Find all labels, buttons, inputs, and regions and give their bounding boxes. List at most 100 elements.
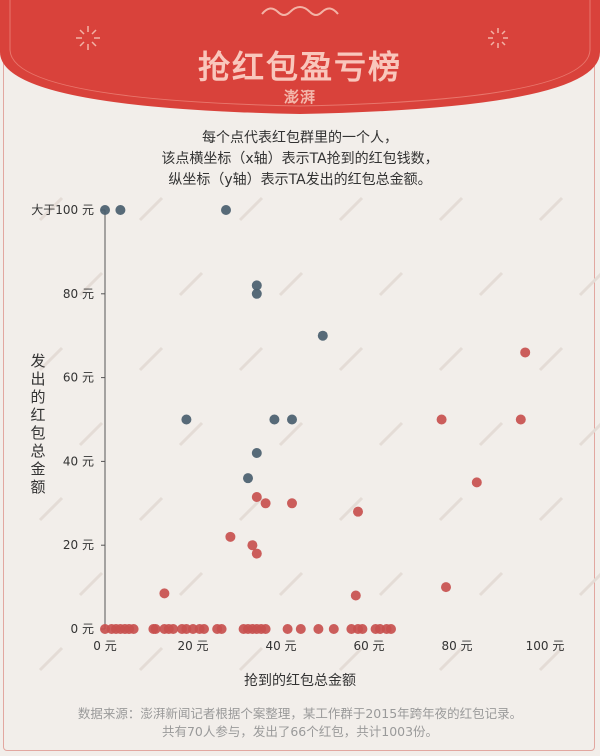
- watermark-layer: [38, 196, 600, 672]
- data-point: [386, 624, 396, 634]
- chart-description: 每个点代表红包群里的一个人， 该点横坐标（x轴）表示TA抢到的红包钱数， 纵坐标…: [0, 128, 600, 191]
- data-point: [520, 347, 531, 358]
- watermark-mark: [238, 346, 264, 372]
- watermark-mark: [538, 496, 564, 522]
- data-point: [515, 414, 526, 425]
- watermark-mark: [338, 646, 364, 672]
- watermark-mark: [338, 346, 364, 372]
- y-tick-label: 20 元: [63, 538, 94, 552]
- data-point: [295, 624, 306, 634]
- source-line-1: 数据来源：澎湃新闻记者根据个案整理，某工作群于2015年跨年夜的红包记录。: [77, 706, 523, 721]
- watermark-mark: [38, 346, 64, 372]
- data-source-note: 数据来源：澎湃新闻记者根据个案整理，某工作群于2015年跨年夜的红包记录。 共有…: [0, 705, 600, 741]
- cloud-ornament-icon: [261, 6, 339, 16]
- watermark-mark: [278, 271, 304, 297]
- y-axis-ticks: 0 元 20 元 40 元 60 元 80 元 大于100 元: [31, 203, 105, 636]
- watermark-mark: [538, 346, 564, 372]
- y-tick-label: 80 元: [63, 287, 94, 301]
- data-point: [313, 624, 324, 634]
- firework-left-icon: [76, 26, 100, 50]
- data-point: [168, 624, 179, 634]
- watermark-mark: [338, 196, 364, 222]
- data-point: [471, 477, 482, 488]
- data-point: [328, 624, 339, 634]
- y-axis-label: 发出的红包总金额: [30, 352, 46, 496]
- data-point: [269, 414, 280, 425]
- watermark-mark: [438, 496, 464, 522]
- watermark-mark: [278, 421, 304, 447]
- watermark-mark: [278, 571, 304, 597]
- watermark-mark: [138, 196, 164, 222]
- x-tick-label: 100 元: [526, 639, 565, 653]
- brand-logo: 澎湃: [283, 88, 316, 106]
- source-line-2: 共有70人参与，发出了66个红包，共计1003份。: [161, 724, 439, 739]
- data-point: [251, 280, 262, 291]
- y-tick-label: 40 元: [63, 454, 94, 468]
- data-point: [357, 624, 368, 634]
- data-point: [251, 288, 262, 299]
- watermark-mark: [478, 421, 504, 447]
- data-point: [199, 624, 209, 634]
- data-point: [317, 330, 328, 341]
- x-tick-label: 40 元: [265, 639, 296, 653]
- page-title: 抢红包盈亏榜: [197, 48, 402, 86]
- x-tick-label: 80 元: [441, 639, 472, 653]
- x-tick-label: 0 元: [93, 639, 116, 653]
- data-point: [251, 492, 262, 503]
- data-point: [251, 448, 262, 459]
- watermark-mark: [238, 646, 264, 672]
- watermark-mark: [38, 496, 64, 522]
- data-point: [115, 205, 126, 215]
- description-line-1: 每个点代表红包群里的一个人，: [202, 130, 398, 146]
- description-line-3: 纵坐标（y轴）表示TA发出的红包总金额。: [168, 172, 432, 188]
- data-point: [251, 548, 262, 559]
- data-point: [221, 205, 231, 215]
- watermark-mark: [38, 646, 64, 672]
- watermark-mark: [378, 571, 404, 597]
- watermark-mark: [178, 271, 204, 297]
- y-tick-label: 60 元: [63, 371, 94, 385]
- data-point: [287, 498, 297, 509]
- data-point: [260, 498, 271, 509]
- watermark-mark: [578, 572, 600, 597]
- y-tick-label: 0 元: [71, 622, 94, 636]
- watermark-mark: [578, 272, 600, 297]
- data-point: [128, 624, 139, 634]
- watermark-mark: [478, 271, 504, 297]
- x-tick-label: 20 元: [177, 639, 208, 653]
- description-line-2: 该点横坐标（x轴）表示TA抢到的红包钱数，: [161, 151, 439, 167]
- watermark-mark: [138, 496, 164, 522]
- y-tick-label: 大于100 元: [31, 203, 94, 217]
- data-point: [247, 540, 258, 551]
- watermark-mark: [438, 646, 464, 672]
- data-point: [353, 506, 363, 517]
- watermark-mark: [378, 421, 404, 447]
- watermark-mark: [378, 271, 404, 297]
- data-point: [150, 624, 161, 634]
- data-point: [287, 414, 297, 425]
- header-banner: [0, 0, 600, 114]
- watermark-mark: [538, 646, 564, 672]
- data-point: [225, 531, 236, 542]
- data-point: [260, 624, 271, 634]
- watermark-mark: [78, 571, 104, 597]
- data-point: [436, 414, 447, 425]
- watermark-mark: [178, 421, 204, 447]
- watermark-mark: [78, 271, 104, 297]
- data-point: [100, 205, 110, 215]
- watermark-mark: [238, 196, 264, 222]
- watermark-mark: [438, 196, 464, 222]
- x-axis-ticks: 0 元 20 元 40 元 60 元 80 元 100 元: [93, 639, 564, 653]
- data-point: [350, 590, 361, 601]
- data-points: [100, 205, 531, 634]
- firework-right-icon: [488, 28, 508, 48]
- x-axis-label: 抢到的红包总金额: [244, 673, 356, 689]
- data-point: [181, 414, 192, 425]
- data-point: [243, 473, 253, 484]
- x-tick-label: 60 元: [353, 639, 384, 653]
- data-point: [159, 588, 170, 599]
- watermark-mark: [478, 571, 504, 597]
- watermark-mark: [78, 421, 104, 447]
- watermark-mark: [578, 422, 600, 447]
